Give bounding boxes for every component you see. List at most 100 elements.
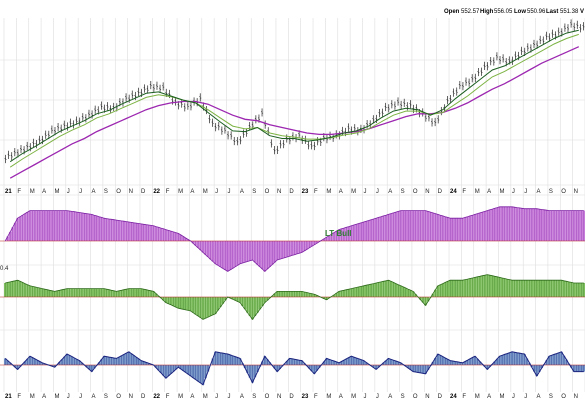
open-label: Open <box>444 9 460 15</box>
month-tick-label: S <box>549 189 553 195</box>
month-tick-label: A <box>388 189 392 195</box>
month-tick-label: F <box>17 189 21 195</box>
month-tick-label: M <box>178 394 183 400</box>
month-tick-label: J <box>512 189 515 195</box>
month-tick-label: M <box>351 394 356 400</box>
month-tick-label: F <box>166 394 170 400</box>
month-tick-label: A <box>240 189 244 195</box>
grid-layer <box>0 18 585 392</box>
month-tick-label: M <box>203 394 208 400</box>
open-value: 552.57 <box>461 9 480 15</box>
month-tick-label: D <box>289 189 294 195</box>
low-label: Low <box>514 9 526 15</box>
month-tick-label: J <box>376 189 379 195</box>
month-tick-label: J <box>67 189 70 195</box>
month-tick-label: O <box>116 394 121 400</box>
lt-bull-label: LT Bull <box>325 229 352 238</box>
month-tick-label: F <box>166 189 170 195</box>
month-tick-label: J <box>512 394 515 400</box>
month-tick-label: A <box>537 394 541 400</box>
month-tick-label: 23 <box>302 394 309 400</box>
month-tick-label: N <box>574 394 578 400</box>
month-tick-label: D <box>141 189 146 195</box>
month-tick-label: J <box>228 189 231 195</box>
month-tick-label: O <box>413 394 418 400</box>
month-tick-label: M <box>326 394 331 400</box>
month-tick-label: M <box>475 189 480 195</box>
month-tick-label: N <box>129 189 133 195</box>
month-tick-label: A <box>339 189 343 195</box>
month-tick-label: A <box>240 394 244 400</box>
high-label: High <box>480 9 494 15</box>
month-tick-label: O <box>265 189 270 195</box>
month-tick-label: D <box>438 189 443 195</box>
ma-short-line <box>9 29 579 163</box>
mt-tick-label: 0.4 <box>0 266 9 272</box>
month-tick-label: A <box>487 189 491 195</box>
month-tick-label: A <box>190 394 194 400</box>
month-tick-label: J <box>79 189 82 195</box>
month-tick-label: N <box>129 394 133 400</box>
month-tick-label: M <box>499 394 504 400</box>
month-tick-label: N <box>277 394 281 400</box>
month-tick-label: M <box>203 189 208 195</box>
month-tick-label: M <box>178 189 183 195</box>
month-axis: 21 F M A M J J A S O N D 22 F M A M J J A S O N D 23 F M A M J J A S O N D 2… <box>5 189 578 195</box>
month-tick-label: F <box>462 394 466 400</box>
month-tick-label: J <box>215 189 218 195</box>
price-panel <box>4 19 585 179</box>
month-tick-label: D <box>438 394 443 400</box>
month-tick-label: A <box>42 394 46 400</box>
month-tick-label: O <box>116 189 121 195</box>
month-tick-label: M <box>475 394 480 400</box>
month-tick-label: M <box>30 189 35 195</box>
st-outline <box>4 351 584 386</box>
month-tick-label: 22 <box>153 189 160 195</box>
month-tick-label: M <box>351 189 356 195</box>
month-tick-label: M <box>54 189 59 195</box>
month-tick-label: N <box>425 189 429 195</box>
month-tick-label: 21 <box>5 189 12 195</box>
month-tick-label: 24 <box>450 394 457 400</box>
month-tick-label: M <box>54 394 59 400</box>
month-tick-label: N <box>277 189 281 195</box>
month-tick-label: S <box>549 394 553 400</box>
medium-term-panel: 0.4 <box>0 266 585 321</box>
month-tick-label: M <box>326 189 331 195</box>
month-tick-label: O <box>561 189 566 195</box>
month-tick-label: S <box>104 189 108 195</box>
month-tick-label: F <box>17 394 21 400</box>
month-axis-bottom: 21 F M A M J J A S O N D 22 F M A M J J A S O N D 23 F M A M J J A S O N D 2… <box>5 394 578 400</box>
month-tick-label: D <box>289 394 294 400</box>
volume-label: V <box>580 9 584 15</box>
month-tick-label: J <box>67 394 70 400</box>
high-value: 556.05 <box>494 9 513 15</box>
month-tick-label: J <box>215 394 218 400</box>
month-tick-label: A <box>92 189 96 195</box>
month-tick-label: S <box>252 189 256 195</box>
last-value: 551.38 <box>560 9 579 15</box>
month-tick-label: J <box>363 189 366 195</box>
month-tick-label: A <box>487 394 491 400</box>
ma-mid-line <box>9 33 579 168</box>
month-tick-label: J <box>79 394 82 400</box>
ohlc-header: Open 552.57 High 556.05 Low 550.96 Last … <box>444 9 584 15</box>
month-tick-label: F <box>314 189 318 195</box>
month-tick-label: A <box>537 189 541 195</box>
month-tick-label: O <box>413 189 418 195</box>
month-tick-label: M <box>499 189 504 195</box>
lt-outline <box>4 206 584 272</box>
month-tick-label: A <box>190 189 194 195</box>
mt-outline <box>5 274 584 321</box>
month-tick-label: M <box>30 394 35 400</box>
low-value: 550.96 <box>527 9 546 15</box>
month-tick-label: O <box>265 394 270 400</box>
month-tick-label: N <box>574 189 578 195</box>
mt-histogram <box>0 274 585 320</box>
month-tick-label: A <box>339 394 343 400</box>
month-tick-label: S <box>104 394 108 400</box>
month-tick-label: A <box>92 394 96 400</box>
month-tick-label: 22 <box>153 394 160 400</box>
month-tick-label: F <box>314 394 318 400</box>
